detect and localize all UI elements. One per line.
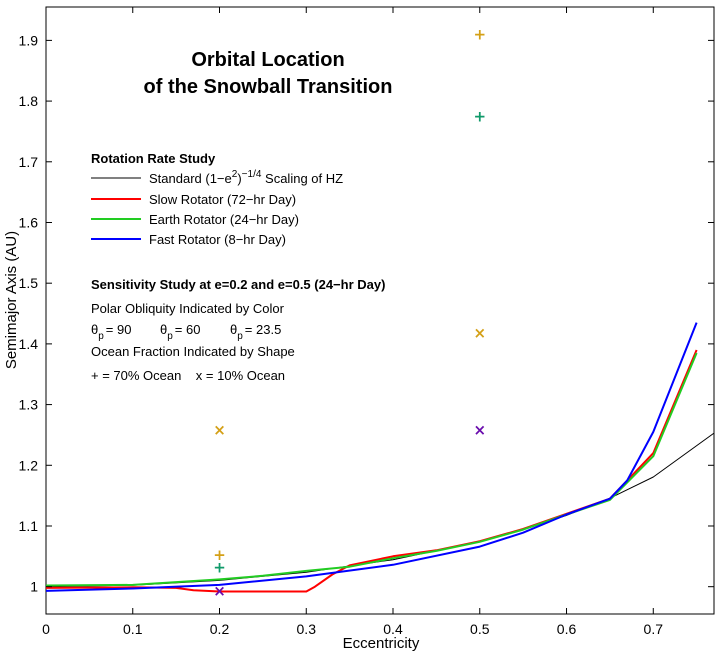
x-tick-label: 0.5 [470,621,490,637]
series-standard-line [45,432,715,588]
y-tick-label: 1 [30,579,38,595]
marker-x-10-ocean: × [473,421,486,439]
marker-plus-70-ocean: + [473,25,486,43]
series-slow-rotator-line [45,349,698,593]
marker-plus-70-ocean: + [213,546,226,564]
legend-heading: Rotation Rate Study [91,151,216,166]
x-tick-label: 0.7 [644,621,664,637]
y-axis-label: Semimajor Axis (AU) [3,231,20,369]
obliquity-label: Polar Obliquity Indicated by Color [91,301,285,316]
x-axis-label: Eccentricity [343,635,420,652]
x-tick-label: 0.1 [123,621,143,637]
legend-label-slow: Slow Rotator (72−hr Day) [149,192,296,207]
chart-title-line-1: Orbital Location [191,49,344,71]
x-tick-label: 0.4 [383,621,403,637]
ocean-label: Ocean Fraction Indicated by Shape [91,344,295,359]
y-tick-label: 1.9 [19,32,39,48]
chart-title-line-2: of the Snowball Transition [144,76,393,98]
y-tick-label: 1.4 [19,336,39,352]
marker-x-10-ocean: × [473,324,486,342]
obliquity-60-label: θp = 60 [160,322,200,342]
x-tick-label: 0.3 [297,621,317,637]
x-tick-label: 0 [42,621,50,637]
marker-plus-70-ocean: + [473,107,486,125]
series-layer [45,322,715,593]
shape-legend: + = 70% Ocean x = 10% Ocean [91,368,285,383]
x-tick-label: 0.2 [210,621,230,637]
y-tick-label: 1.2 [19,457,39,473]
series-earth-rotator-line [45,352,698,587]
y-tick-label: 1.8 [19,93,39,109]
marker-plus-70-ocean: + [213,558,226,576]
obliquity-23-label: θp = 23.5 [230,322,281,342]
y-tick-label: 1.1 [19,518,39,534]
y-tick-label: 1.3 [19,397,39,413]
legend-label-standard: Standard (1−e2)−1/4 Scaling of HZ [149,169,343,186]
marker-layer: ++××++×× [213,25,486,600]
plot-area [45,6,715,615]
y-tick-label: 1.6 [19,214,39,230]
legend-label-fast: Fast Rotator (8−hr Day) [149,232,286,247]
obliquity-90-label: θp = 90 [91,322,131,342]
x-tick-label: 0.6 [557,621,577,637]
marker-x-10-ocean: × [213,421,226,439]
series-fast-rotator-line [45,322,698,592]
y-tick-label: 1.5 [19,275,39,291]
sensitivity-heading: Sensitivity Study at e=0.2 and e=0.5 (24… [91,277,385,292]
tick-layer: 0 0.1 0.2 0.3 0.4 0.5 0.6 0.7 1 1.1 1.2 1.3 1.4 1.5 1.… [19,7,714,637]
legend-label-earth: Earth Rotator (24−hr Day) [149,212,299,227]
marker-x-10-ocean: × [213,582,226,600]
y-tick-label: 1.7 [19,154,39,170]
